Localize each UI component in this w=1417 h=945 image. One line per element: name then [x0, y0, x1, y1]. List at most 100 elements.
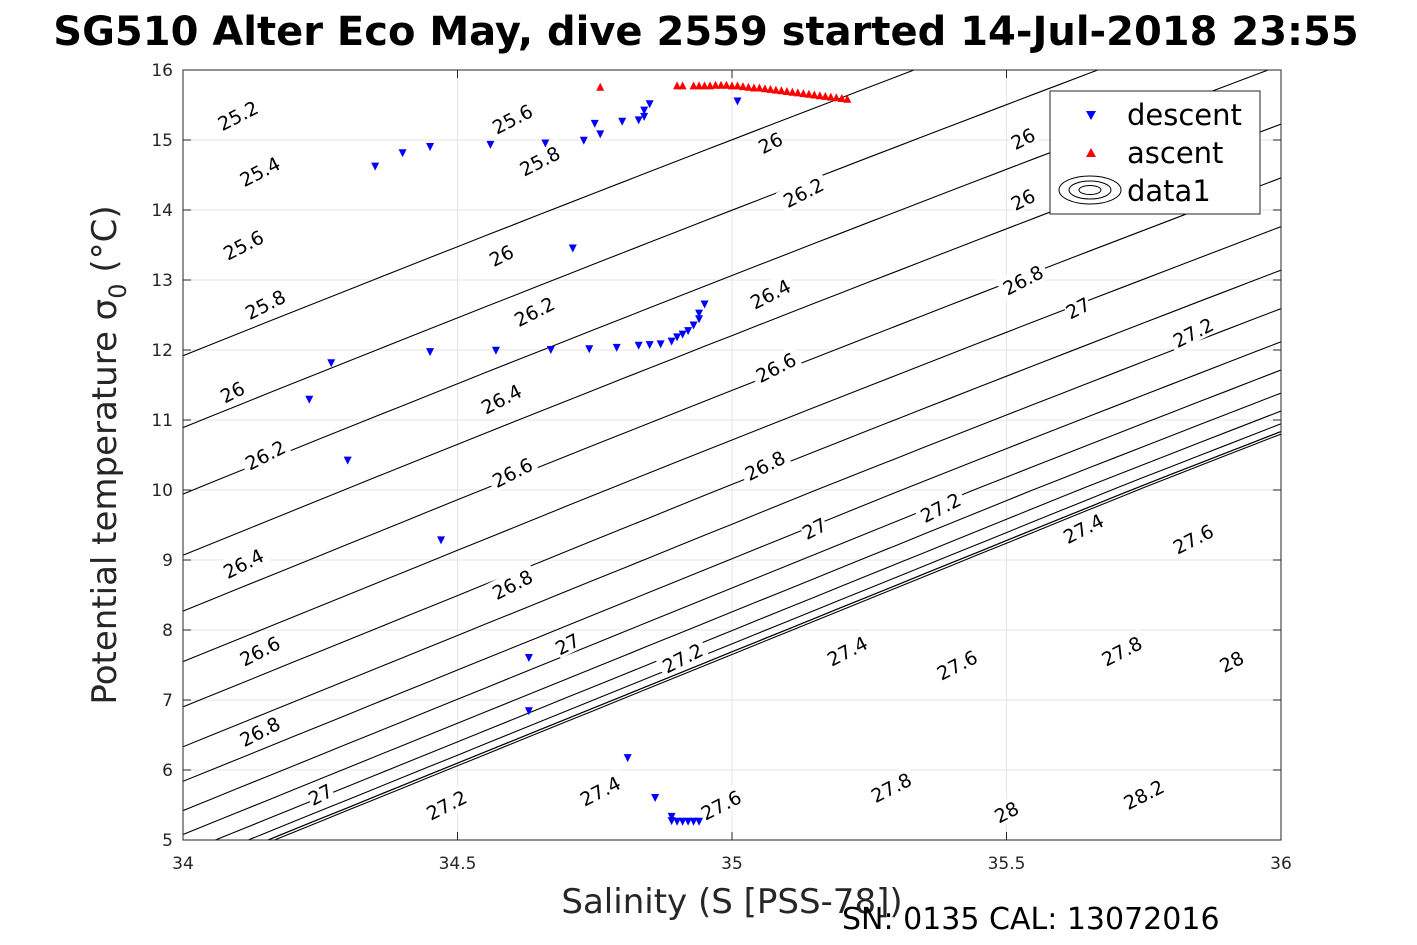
descent-point — [640, 106, 649, 115]
contour-label-bg — [1215, 645, 1248, 677]
descent-point — [343, 456, 352, 465]
y-axis-label-main: Potential temperature σ — [85, 299, 125, 705]
contour-label-bg — [215, 375, 248, 407]
contour-label-bg — [1165, 310, 1220, 353]
contour-label-bg — [797, 512, 830, 544]
ascent-point — [733, 81, 742, 90]
descent-point — [651, 794, 660, 802]
descent-point — [590, 119, 599, 128]
descent-point — [673, 817, 682, 826]
ascent-point — [777, 86, 786, 95]
ascent-point — [678, 81, 687, 90]
ascent-point — [815, 91, 824, 100]
ascent-point — [821, 91, 830, 100]
y-tick-label: 6 — [162, 761, 173, 781]
contour-label-bg — [484, 450, 540, 493]
descent-point — [426, 143, 435, 151]
ascent-point — [755, 83, 764, 92]
ascent-point — [810, 90, 819, 99]
contour-label-bg — [506, 289, 562, 332]
contour-label-bg — [232, 149, 287, 192]
contour-label-bg — [232, 629, 287, 672]
descent-point — [684, 327, 693, 336]
y-tick-label: 14 — [151, 201, 173, 221]
ascent-point — [799, 89, 808, 98]
contour-label-bg — [1055, 506, 1111, 549]
contour-label-bg — [550, 627, 583, 659]
contour-label-bg — [753, 126, 786, 158]
descent-point — [667, 812, 676, 821]
ascent-point — [596, 82, 605, 91]
y-tick-label: 12 — [151, 341, 173, 361]
contour-label-bg — [473, 377, 529, 420]
ascent-point — [695, 81, 704, 90]
ascent-point — [782, 87, 791, 95]
descent-point — [623, 754, 632, 763]
descent-point — [579, 136, 588, 145]
contour-label-bg — [215, 223, 271, 266]
ascent-point — [832, 93, 841, 102]
descent-point — [689, 321, 698, 330]
isopycnal-line — [183, 70, 1100, 429]
legend-ascent-marker — [1086, 148, 1096, 157]
x-tick-label: 34.5 — [439, 854, 477, 874]
legend-data1-label: data1 — [1127, 174, 1211, 208]
contour-label-bg — [995, 258, 1050, 301]
footer-serial: SN: 0135 CAL: 13072016 — [842, 902, 1220, 937]
isopycnal-line — [183, 70, 916, 357]
x-tick-label: 35 — [721, 854, 743, 874]
contour-label-bg — [572, 769, 627, 812]
descent-point — [695, 309, 704, 318]
descent-point — [684, 817, 693, 826]
descent-point — [398, 149, 407, 158]
x-tick-label: 36 — [1270, 854, 1292, 874]
descent-point — [486, 140, 495, 149]
ascent-point — [837, 94, 846, 102]
descent-point — [491, 346, 500, 355]
ascent-point — [843, 94, 852, 103]
ascent-point — [744, 82, 753, 91]
descent-point — [678, 817, 687, 826]
ascent-point — [717, 80, 726, 89]
descent-point — [640, 112, 649, 121]
descent-point — [618, 117, 627, 126]
legend: descent ascent data1 — [1049, 90, 1261, 215]
y-axis-label-unit: (°C) — [85, 205, 125, 283]
y-tick-label: 7 — [162, 691, 173, 711]
descent-point — [634, 116, 643, 125]
isopycnal-line — [272, 433, 1281, 840]
y-tick-label: 9 — [162, 551, 173, 571]
descent-point — [695, 817, 704, 826]
descent-point — [667, 337, 676, 346]
ascent-point — [706, 81, 715, 90]
legend-descent-marker — [1086, 111, 1096, 120]
contour-label-bg — [210, 93, 265, 136]
isopycnal-line — [183, 308, 1281, 748]
contour-label-bg — [418, 783, 474, 826]
isopycnal-line — [183, 177, 1281, 612]
descent-point — [689, 817, 698, 826]
y-tick-label: 15 — [151, 131, 173, 151]
contour-label-bg — [1061, 291, 1094, 323]
legend-descent-label: descent — [1127, 98, 1242, 132]
ascent-points — [596, 80, 852, 103]
contour-label-bg — [775, 170, 831, 213]
contour-label-bg — [742, 272, 798, 315]
contour-label-bg — [748, 345, 803, 388]
isopycnal-line — [183, 226, 1281, 663]
contour-label-bg — [990, 795, 1023, 827]
ascent-point — [760, 84, 769, 93]
descent-point — [678, 330, 687, 339]
descent-point — [524, 654, 533, 662]
ascent-point — [771, 85, 780, 94]
y-tick-label: 8 — [162, 621, 173, 641]
legend-contour-icon — [1058, 175, 1122, 205]
descent-point — [327, 359, 336, 368]
descent-point — [585, 345, 594, 354]
y-tick-label: 11 — [151, 411, 173, 431]
ascent-point — [728, 81, 736, 90]
contour-label-bg — [913, 485, 968, 528]
descent-points — [305, 97, 742, 826]
descent-point — [634, 341, 643, 350]
descent-point — [305, 395, 314, 404]
